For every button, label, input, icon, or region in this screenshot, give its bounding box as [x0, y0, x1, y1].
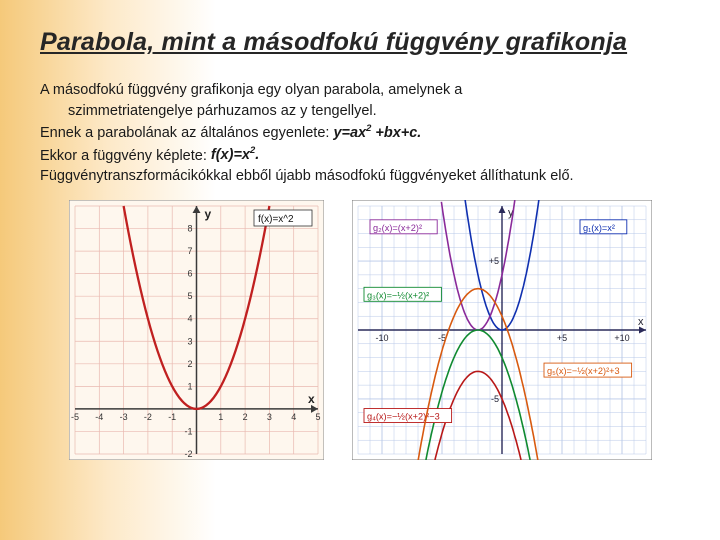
p1-line2: szimmetriatengelye párhuzamos az y tenge… — [40, 102, 680, 122]
svg-text:x: x — [638, 316, 644, 328]
svg-text:+10: +10 — [614, 333, 629, 343]
p2-eq-b: +bx+c. — [371, 125, 421, 141]
slide-body: A másodfokú függvény grafikonja egy olya… — [40, 81, 680, 186]
svg-text:5: 5 — [187, 292, 192, 302]
chart-left: -5 -4 -3 -2 -1 1 2 3 4 5 -2 -1 1 2 3 4 5 6 7 8 x y f(x)=x^2 — [69, 200, 324, 460]
svg-text:y: y — [204, 207, 211, 221]
svg-text:4: 4 — [187, 314, 192, 324]
svg-text:-2: -2 — [143, 412, 151, 422]
svg-text:-2: -2 — [184, 449, 192, 459]
svg-text:g₅(x)=−½(x+2)²+3: g₅(x)=−½(x+2)²+3 — [547, 367, 620, 377]
svg-text:+5: +5 — [488, 257, 498, 267]
svg-text:g₁(x)=x²: g₁(x)=x² — [583, 223, 615, 233]
svg-text:-1: -1 — [168, 412, 176, 422]
svg-text:-10: -10 — [375, 333, 388, 343]
svg-text:-4: -4 — [95, 412, 103, 422]
p4: Függvénytranszformácikókkal ebből újabb … — [40, 167, 680, 187]
svg-text:-5: -5 — [70, 412, 78, 422]
svg-text:2: 2 — [242, 412, 247, 422]
svg-text:3: 3 — [266, 412, 271, 422]
svg-text:-5: -5 — [490, 394, 498, 404]
p3-dot: . — [255, 147, 259, 163]
p2-eq-a: y=ax — [333, 125, 366, 141]
svg-text:f(x)=x^2: f(x)=x^2 — [258, 214, 294, 225]
svg-text:1: 1 — [218, 412, 223, 422]
p1-line1: A másodfokú függvény grafikonja egy olya… — [40, 81, 680, 101]
p3-pre: Ekkor a függvény képlete: — [40, 147, 211, 163]
chart-right: -10-5+5+10-5+5xyg₁(x)=x²g₂(x)=(x+2)²g₃(x… — [352, 200, 652, 460]
svg-text:8: 8 — [187, 224, 192, 234]
p2: Ennek a parabolának az általános egyenle… — [40, 122, 680, 143]
svg-text:x: x — [308, 392, 315, 406]
svg-text:g₂(x)=(x+2)²: g₂(x)=(x+2)² — [373, 223, 422, 233]
svg-text:g₄(x)=−½(x+2)²−3: g₄(x)=−½(x+2)²−3 — [367, 412, 440, 422]
svg-text:5: 5 — [315, 412, 320, 422]
svg-text:6: 6 — [187, 269, 192, 279]
svg-text:7: 7 — [187, 247, 192, 257]
chart-left-svg: -5 -4 -3 -2 -1 1 2 3 4 5 -2 -1 1 2 3 4 5 6 7 8 x y f(x)=x^2 — [69, 200, 324, 460]
svg-text:-1: -1 — [184, 427, 192, 437]
svg-text:-3: -3 — [119, 412, 127, 422]
svg-text:4: 4 — [291, 412, 296, 422]
slide-title: Parabola, mint a másodfokú függvény graf… — [40, 28, 680, 57]
p3: Ekkor a függvény képlete: f(x)=x2. — [40, 145, 680, 166]
svg-text:1: 1 — [187, 382, 192, 392]
svg-text:2: 2 — [187, 359, 192, 369]
svg-text:+5: +5 — [556, 333, 566, 343]
chart-right-svg: -10-5+5+10-5+5xyg₁(x)=x²g₂(x)=(x+2)²g₃(x… — [352, 200, 652, 460]
svg-text:3: 3 — [187, 337, 192, 347]
p2-pre: Ennek a parabolának az általános egyenle… — [40, 125, 333, 141]
p3-eq-a: f(x)=x — [211, 147, 250, 163]
svg-text:g₃(x)=−½(x+2)²: g₃(x)=−½(x+2)² — [367, 291, 429, 301]
